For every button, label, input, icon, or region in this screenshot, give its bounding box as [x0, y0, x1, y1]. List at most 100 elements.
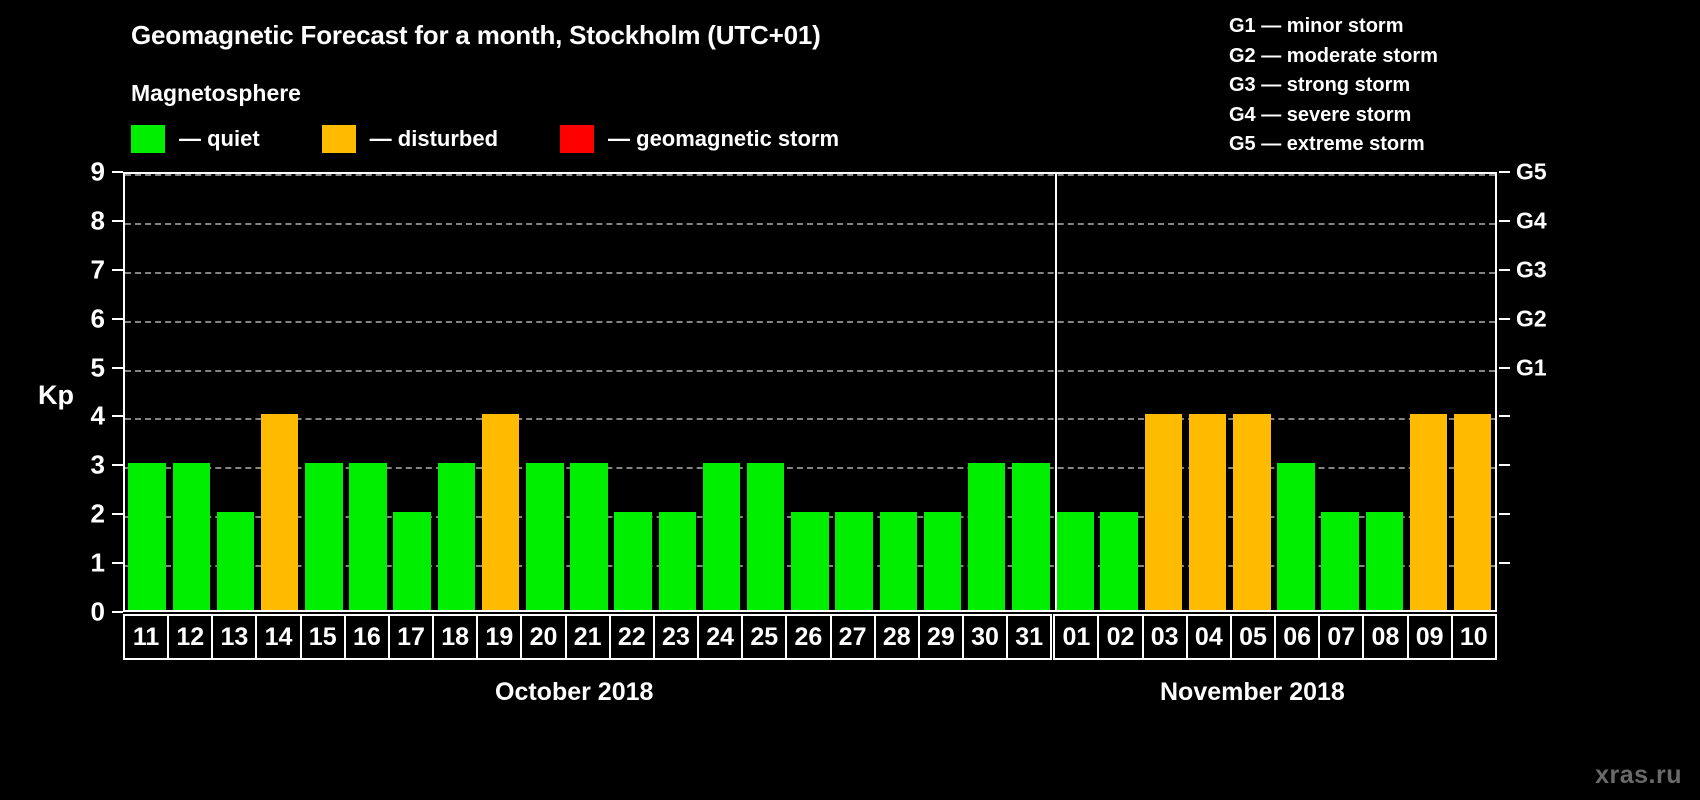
day-label-cell[interactable]: 01 — [1053, 614, 1100, 660]
day-label-cell[interactable]: 21 — [564, 614, 611, 660]
day-label-cell[interactable]: 28 — [873, 614, 920, 660]
bar[interactable] — [967, 463, 1006, 610]
day-label-cell[interactable]: 08 — [1362, 614, 1409, 660]
bar[interactable] — [128, 463, 166, 610]
legend-label-disturbed: — disturbed — [369, 126, 499, 151]
bar[interactable] — [349, 463, 387, 610]
bar-slot[interactable] — [302, 174, 346, 610]
bar-slot[interactable] — [434, 174, 478, 610]
bar-slot[interactable] — [1230, 174, 1274, 610]
day-label-cell[interactable]: 12 — [167, 614, 214, 660]
day-label-cell[interactable]: 30 — [961, 614, 1009, 660]
bar[interactable] — [393, 512, 431, 610]
bar[interactable] — [1056, 512, 1094, 610]
day-label-cell[interactable]: 22 — [608, 614, 655, 660]
day-label-cell[interactable]: 18 — [432, 614, 479, 660]
bar[interactable] — [526, 463, 564, 610]
bar[interactable] — [614, 512, 652, 610]
bar[interactable] — [1365, 512, 1404, 610]
day-label-cell[interactable]: 04 — [1185, 614, 1232, 660]
bar[interactable] — [305, 463, 343, 610]
bar-slot[interactable] — [788, 174, 832, 610]
day-label-cell[interactable]: 20 — [520, 614, 567, 660]
bar-slot[interactable] — [1186, 174, 1230, 610]
day-label-cell[interactable]: 11 — [123, 614, 170, 660]
bar[interactable] — [658, 512, 697, 610]
bar[interactable] — [216, 512, 255, 610]
bar-slot[interactable] — [479, 174, 523, 610]
bar-slot[interactable] — [169, 174, 213, 610]
day-label-cell[interactable]: 17 — [387, 614, 435, 660]
bar-slot[interactable] — [876, 174, 920, 610]
day-label-cell[interactable]: 02 — [1097, 614, 1144, 660]
bar-slot[interactable] — [1362, 174, 1406, 610]
bar-slot[interactable] — [213, 174, 257, 610]
bar[interactable] — [570, 463, 608, 610]
bar-slot[interactable] — [125, 174, 169, 610]
bar-slot[interactable] — [1318, 174, 1362, 610]
bar[interactable] — [746, 463, 785, 610]
bar-slot[interactable] — [1451, 174, 1495, 610]
bar-slot[interactable] — [655, 174, 699, 610]
day-label-cell[interactable]: 06 — [1274, 614, 1321, 660]
g-axis-tick-label: G3 — [1516, 256, 1547, 283]
day-label-cell[interactable]: 03 — [1141, 614, 1188, 660]
bar-slot[interactable] — [523, 174, 567, 610]
bar[interactable] — [1321, 512, 1359, 610]
bar-slot[interactable] — [567, 174, 611, 610]
bar[interactable] — [791, 512, 829, 610]
bar-slot[interactable] — [744, 174, 788, 610]
day-label-cell[interactable]: 09 — [1406, 614, 1453, 660]
day-label-cell[interactable]: 19 — [476, 614, 523, 660]
bar[interactable] — [1012, 463, 1050, 610]
bar[interactable] — [1453, 414, 1492, 610]
bar-slot[interactable] — [920, 174, 964, 610]
day-label-cell[interactable]: 13 — [211, 614, 258, 660]
bar-slot[interactable] — [1009, 174, 1053, 610]
day-label-cell[interactable]: 24 — [697, 614, 744, 660]
bar[interactable] — [702, 463, 741, 610]
day-label-cell[interactable]: 16 — [343, 614, 390, 660]
bar-slot[interactable] — [965, 174, 1009, 610]
day-label-cell[interactable]: 26 — [785, 614, 832, 660]
bar[interactable] — [437, 463, 476, 610]
bar-slot[interactable] — [1053, 174, 1097, 610]
g-axis-tick-label: G2 — [1516, 305, 1547, 332]
bar-slot[interactable] — [611, 174, 655, 610]
y-axis-tick-mark — [112, 611, 123, 613]
bar[interactable] — [1277, 463, 1315, 610]
bar-slot[interactable] — [1097, 174, 1141, 610]
bar-slot[interactable] — [258, 174, 302, 610]
day-label-cell[interactable]: 23 — [652, 614, 700, 660]
y-axis-tick-label: 8 — [90, 205, 105, 236]
bar[interactable] — [923, 512, 962, 610]
bar[interactable] — [172, 463, 211, 610]
bar[interactable] — [1409, 414, 1448, 610]
bar-slot[interactable] — [699, 174, 743, 610]
bar[interactable] — [835, 512, 873, 610]
bar[interactable] — [879, 512, 918, 610]
day-label-cell[interactable]: 29 — [917, 614, 964, 660]
day-label-cell[interactable]: 14 — [255, 614, 302, 660]
day-label-cell[interactable]: 25 — [741, 614, 788, 660]
bar-slot[interactable] — [1141, 174, 1185, 610]
bar-slot[interactable] — [1274, 174, 1318, 610]
bar[interactable] — [1100, 512, 1138, 610]
bar-slot[interactable] — [346, 174, 390, 610]
g-scale-legend: G1 — minor storm G2 — moderate storm G3 … — [1229, 12, 1438, 160]
bar[interactable] — [1188, 414, 1227, 610]
bar-slot[interactable] — [832, 174, 876, 610]
bar[interactable] — [481, 414, 520, 610]
day-label-cell[interactable]: 10 — [1450, 614, 1497, 660]
day-label-cell[interactable]: 31 — [1006, 614, 1053, 660]
bar[interactable] — [1144, 414, 1183, 610]
bar-slot[interactable] — [1406, 174, 1450, 610]
bar-slot[interactable] — [390, 174, 434, 610]
day-label-cell[interactable]: 05 — [1229, 614, 1277, 660]
y-axis-tick-label: 1 — [90, 547, 105, 578]
day-label-cell[interactable]: 15 — [299, 614, 346, 660]
day-label-cell[interactable]: 07 — [1318, 614, 1365, 660]
bar[interactable] — [1233, 414, 1271, 610]
bar[interactable] — [260, 414, 299, 610]
day-label-cell[interactable]: 27 — [829, 614, 876, 660]
